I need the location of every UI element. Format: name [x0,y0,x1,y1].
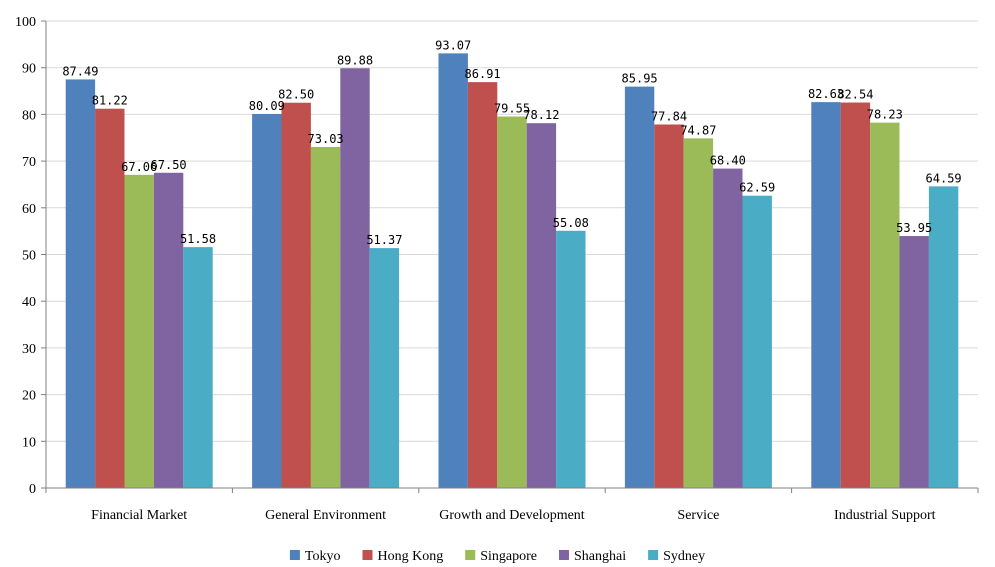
legend-swatch [465,550,476,560]
y-axis: 0 10 20 30 40 50 60 70 80 90 100 [15,15,47,497]
legend-label: Singapore [480,549,537,564]
bar [624,86,655,489]
data-label: 73.03 [308,132,344,146]
y-tick-label: 70 [22,155,36,170]
data-label: 80.09 [249,99,285,113]
x-category-label: General Environment [265,508,386,523]
bar [310,146,341,489]
bars [65,53,959,489]
y-tick-label: 40 [22,295,36,310]
bar [252,113,282,488]
bar [526,123,557,489]
data-label: 89.88 [337,53,373,67]
legend-swatch [648,550,659,560]
data-label: 87.49 [62,64,98,78]
x-category-label: Growth and Development [439,508,585,523]
y-tick-label: 50 [22,249,36,264]
bar [183,247,213,488]
bar [281,102,311,488]
legend-label: Tokyo [305,549,341,564]
bar [340,68,370,488]
y-tick-label: 80 [22,108,36,123]
x-category-label: Financial Market [91,508,187,523]
data-label: 78.12 [523,108,559,122]
y-tick-label: 90 [22,62,36,77]
bar [899,236,929,488]
legend-label: Shanghai [574,549,626,564]
legend: Tokyo Hong Kong Singapore Shanghai Sydney [289,549,705,564]
data-label: 67.50 [151,158,187,172]
data-label: 79.55 [494,102,530,116]
data-label: 86.91 [465,67,501,81]
bar [811,102,841,489]
bar [124,174,154,488]
data-label: 51.37 [366,233,402,247]
bar [928,186,959,489]
y-tick-label: 100 [15,15,36,30]
y-tick-label: 0 [29,482,36,497]
data-label: 62.59 [739,181,775,195]
legend-label: Hong Kong [377,549,443,564]
bar [654,124,684,489]
data-label: 85.95 [622,72,658,86]
data-label: 81.22 [92,94,128,108]
data-label: 64.59 [926,171,962,185]
bar [65,79,96,489]
data-label: 53.95 [896,221,932,235]
data-label: 55.08 [553,216,589,230]
data-label: 78.23 [867,108,903,122]
bar [683,138,714,488]
data-label: 82.54 [837,88,873,102]
bar [369,248,400,488]
bar [438,53,468,488]
data-label: 51.58 [180,232,216,246]
data-label: 68.40 [710,154,746,168]
y-tick-label: 20 [22,389,36,404]
bar [556,230,586,488]
x-axis: Financial Market General Environment Growt… [45,487,979,523]
data-label: 67.06 [121,160,157,174]
data-label: 77.84 [651,109,687,123]
bar [497,116,527,489]
legend-swatch [362,550,373,560]
legend-label: Sydney [663,549,705,564]
bar [840,102,871,488]
legend-swatch [558,550,569,560]
x-category-label: Service [677,508,719,523]
y-tick-label: 60 [22,202,36,217]
y-tick-label: 10 [22,435,36,450]
data-label: 82.63 [808,87,844,101]
bar [467,82,498,488]
bar [713,168,743,488]
x-category-label: Industrial Support [834,508,936,523]
bar [742,195,772,488]
data-label: 74.87 [680,123,716,137]
bar [870,122,900,489]
legend-swatch [289,550,300,560]
bar [95,108,125,488]
bar [153,172,184,488]
data-label: 82.50 [278,88,314,102]
data-label: 93.07 [435,38,471,52]
y-tick-label: 30 [22,342,36,357]
